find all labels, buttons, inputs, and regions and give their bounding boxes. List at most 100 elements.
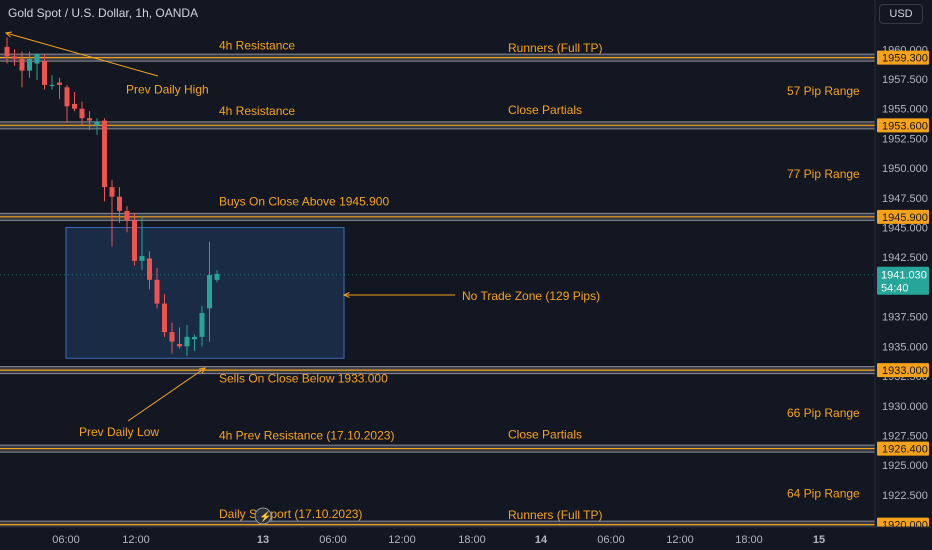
candle [12,49,17,66]
prev-daily-low-arrow-head [198,367,206,374]
candle [57,77,62,100]
current-price-value: 1941.030 [881,270,927,282]
x-tick-label: 12:00 [388,534,416,546]
y-tick-label: 1935.000 [882,341,928,353]
level-band [0,366,875,375]
level-price-label-text: 1945.900 [882,212,928,224]
y-tick-label: 1937.500 [882,312,928,324]
x-tick-label: 12:00 [666,534,694,546]
level-price-label: 1953.600 [877,118,929,133]
candle [214,270,220,283]
level-price-label-text: 1959.300 [882,53,928,65]
x-tick-label: 18:00 [458,534,486,546]
x-tick-label: 06:00 [319,534,347,546]
current-price-label-bg [877,266,929,295]
currency-button[interactable]: USD [879,4,923,24]
x-tick-label: 06:00 [52,534,80,546]
prev-daily-high-arrow-line [5,32,159,77]
candle-body [199,313,205,337]
candle-body [27,58,32,71]
candle [4,37,10,64]
level-price-label-bg [877,209,929,224]
candle [72,92,77,112]
candle [42,54,47,90]
candle [199,305,205,347]
candle-body [49,84,55,86]
y-tick-label: 1942.500 [882,252,928,264]
level-price-label-bg [877,50,929,65]
candle-body [109,187,115,197]
candle [139,215,145,271]
candle-body [102,120,107,188]
candle [154,267,160,309]
zone-arrow-head [342,291,350,299]
level-band [0,121,875,130]
annotation-label: Prev Daily Low [79,425,159,439]
level-price-label-bg [877,363,929,378]
candle-body [64,87,70,107]
candle-body [87,118,92,121]
chart-title: Gold Spot / U.S. Dollar, 1h, OANDA [8,6,199,20]
candle [49,75,55,90]
level-price-label-text: 1926.400 [882,444,928,456]
level-band [0,444,875,453]
annotation-label: Daily Support (17.10.2023) [219,507,362,521]
price-countdown: 54:40 [881,283,909,295]
y-tick-label: 1927.500 [882,430,928,442]
candle-body [132,220,137,261]
annotation-label: 77 Pip Range [787,167,860,181]
candle [117,187,122,223]
y-tick-label: 1955.000 [882,104,928,116]
candle-body [192,336,197,340]
annotation-label: 57 Pip Range [787,84,860,98]
candle [192,334,197,352]
candle-body [117,196,122,211]
level-price-label-bg [877,441,929,456]
candle-body [214,273,220,280]
candle-body [207,275,212,309]
annotation-label: 4h Resistance [219,39,295,53]
candle-body [34,54,40,64]
annotation-label: Sells On Close Below 1933.000 [219,371,388,385]
candle [79,101,85,126]
zone-label: No Trade Zone (129 Pips) [462,289,600,303]
level-band [0,53,875,62]
candle-body [19,58,25,71]
candle [87,111,92,131]
candle-body [42,61,47,85]
level-price-label: 1933.000 [877,363,929,378]
x-tick-label: 06:00 [597,534,625,546]
candle-body [139,256,145,261]
candle [184,324,190,356]
candle-body [177,343,182,347]
event-badge: ⚡ [254,507,272,525]
candle-body [154,279,160,304]
no-trade-zone [65,227,345,359]
candle-body [72,103,77,109]
candle [64,84,70,123]
y-tick-label: 1930.000 [882,401,928,413]
candle [177,327,182,349]
annotation-label: 66 Pip Range [787,406,860,420]
prev-daily-high-arrow-head [4,31,12,38]
event-badge-circle [254,507,272,525]
candle [147,251,152,290]
annotation-label: Close Partials [508,103,582,117]
candle-body [94,121,100,126]
annotation-label: Runners (Full TP) [508,508,602,522]
y-tick-label: 1952.500 [882,133,928,145]
y-tick-label: 1947.500 [882,193,928,205]
candle [102,118,107,202]
candle [109,179,115,247]
annotation-label: Prev Daily High [126,83,209,97]
candle-body [12,56,17,59]
candle [27,51,32,78]
prev-daily-high-arrow [4,31,159,77]
level-price-label: 1959.300 [877,50,929,65]
y-tick-label: 1950.000 [882,163,928,175]
candle [124,206,130,233]
x-tick-label: 15 [813,534,825,546]
annotation-label: 4h Resistance [219,104,295,118]
